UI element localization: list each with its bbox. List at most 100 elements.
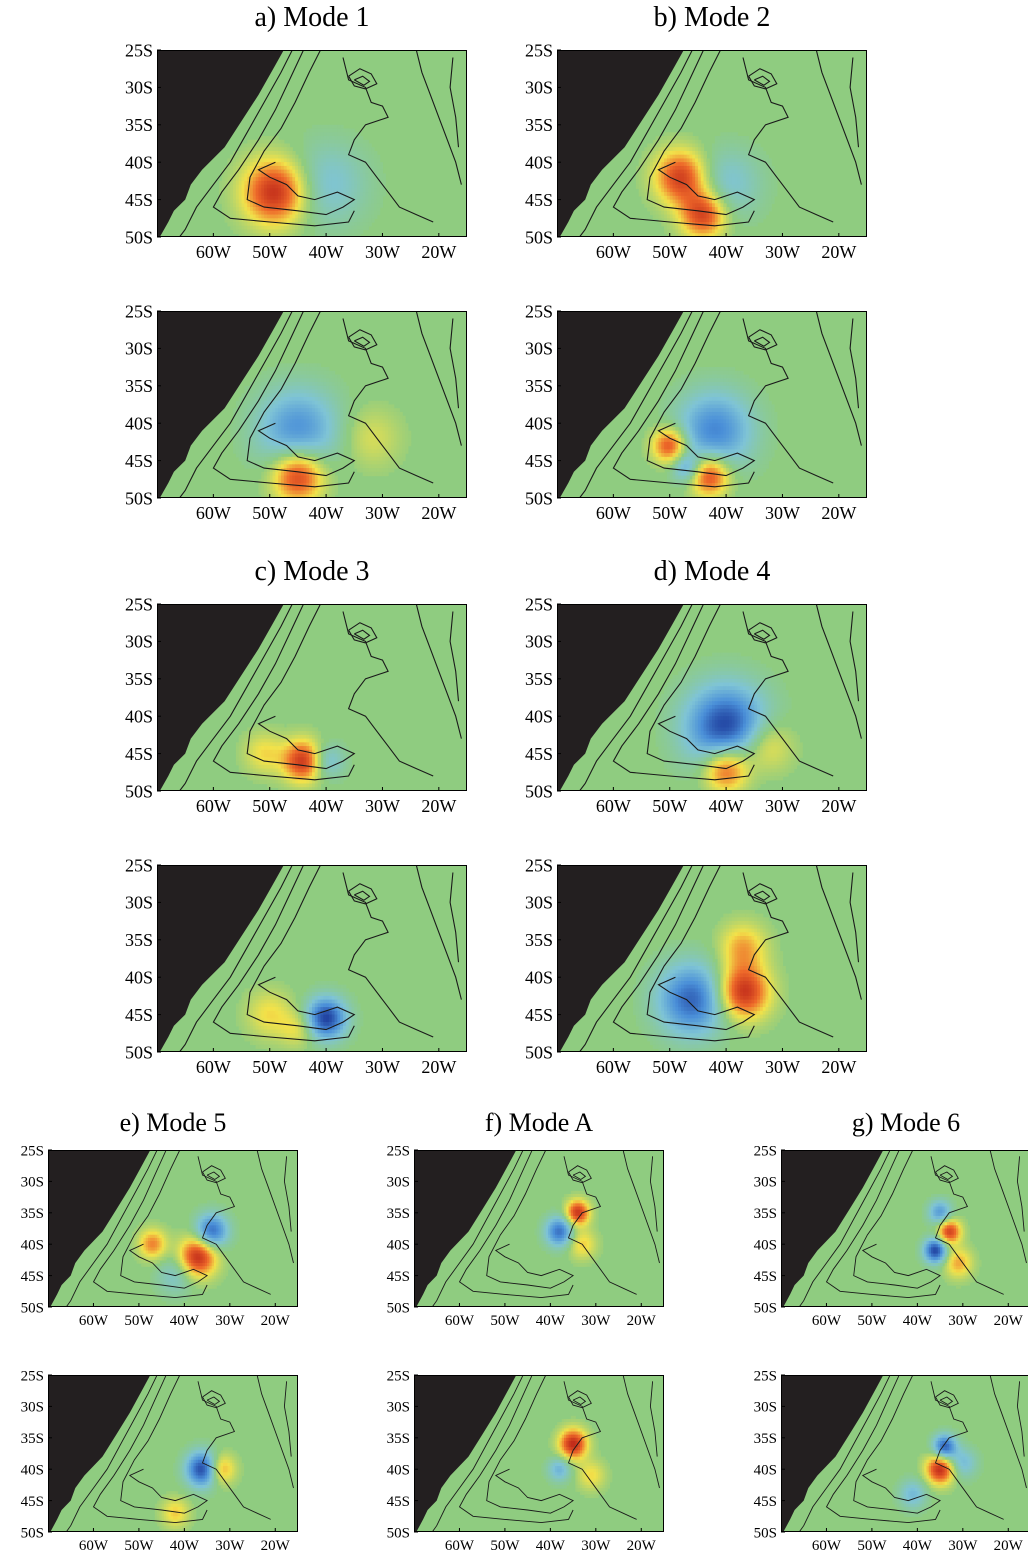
lat-tick-label: 35S — [525, 376, 553, 396]
lon-tick-label: 40W — [709, 796, 744, 816]
lat-tick-label: 30S — [125, 339, 153, 359]
lon-tick-label: 40W — [309, 503, 344, 523]
lon-tick-label: 20W — [627, 1538, 657, 1554]
lat-tick-label: 45S — [125, 190, 153, 210]
panel-title: f) Mode A — [414, 1108, 664, 1138]
lon-tick-label: 30W — [765, 796, 800, 816]
lat-tick-label: 30S — [387, 1400, 410, 1416]
lat-tick-label: 35S — [525, 930, 553, 950]
lat-tick-label: 50S — [387, 1525, 410, 1541]
lon-tick-label: 20W — [994, 1313, 1024, 1329]
lon-tick-label: 20W — [627, 1313, 657, 1329]
lon-tick-label: 20W — [821, 1057, 856, 1077]
lon-tick-label: 60W — [445, 1313, 475, 1329]
lat-tick-label: 30S — [525, 78, 553, 98]
panel-title: c) Mode 3 — [157, 556, 467, 588]
lon-tick-label: 40W — [903, 1538, 933, 1554]
lon-tick-label: 30W — [365, 503, 400, 523]
lat-tick-label: 50S — [21, 1300, 44, 1316]
lon-tick-label: 50W — [252, 1057, 287, 1077]
lon-tick-label: 60W — [196, 796, 231, 816]
lat-tick-label: 25S — [754, 1368, 777, 1384]
lat-tick-label: 45S — [754, 1494, 777, 1510]
lon-tick-label: 40W — [536, 1313, 566, 1329]
lat-tick-label: 45S — [525, 1005, 553, 1025]
lat-tick-label: 25S — [21, 1143, 44, 1159]
lon-tick-label: 40W — [709, 1057, 744, 1077]
lat-tick-label: 35S — [525, 115, 553, 135]
lon-tick-label: 60W — [196, 503, 231, 523]
lon-tick-label: 60W — [196, 242, 231, 262]
lon-tick-label: 50W — [652, 242, 687, 262]
lon-tick-label: 30W — [365, 242, 400, 262]
lat-tick-label: 40S — [125, 968, 153, 988]
lon-tick-label: 50W — [652, 503, 687, 523]
lon-tick-label: 60W — [196, 1057, 231, 1077]
panel-title: d) Mode 4 — [557, 556, 867, 588]
lat-tick-label: 30S — [754, 1400, 777, 1416]
lat-tick-label: 25S — [125, 855, 153, 875]
lon-tick-label: 50W — [652, 796, 687, 816]
lat-tick-label: 45S — [525, 190, 553, 210]
lon-tick-label: 40W — [309, 796, 344, 816]
panel-title: g) Mode 6 — [781, 1108, 1028, 1138]
lat-tick-label: 45S — [125, 1005, 153, 1025]
panel-title: b) Mode 2 — [557, 2, 867, 34]
lon-tick-label: 50W — [252, 242, 287, 262]
lon-tick-label: 50W — [124, 1313, 154, 1329]
lat-tick-label: 35S — [387, 1431, 410, 1447]
lon-tick-label: 20W — [261, 1538, 291, 1554]
lon-tick-label: 30W — [765, 1057, 800, 1077]
lat-tick-label: 25S — [525, 855, 553, 875]
lat-tick-label: 35S — [387, 1206, 410, 1222]
lon-tick-label: 40W — [709, 242, 744, 262]
lon-tick-label: 30W — [365, 1057, 400, 1077]
lon-tick-label: 40W — [170, 1538, 200, 1554]
lon-tick-label: 40W — [903, 1313, 933, 1329]
lat-tick-label: 50S — [125, 781, 153, 801]
lat-tick-label: 45S — [525, 744, 553, 764]
panel-title: a) Mode 1 — [157, 2, 467, 34]
lon-tick-label: 60W — [445, 1538, 475, 1554]
lat-tick-label: 50S — [754, 1300, 777, 1316]
panel-title: e) Mode 5 — [48, 1108, 298, 1138]
lat-tick-label: 45S — [525, 451, 553, 471]
lat-tick-label: 30S — [754, 1175, 777, 1191]
lon-tick-label: 60W — [596, 796, 631, 816]
lon-tick-label: 20W — [421, 796, 456, 816]
lat-tick-label: 30S — [525, 632, 553, 652]
lon-tick-label: 30W — [581, 1313, 611, 1329]
lon-tick-label: 30W — [215, 1313, 245, 1329]
lat-tick-label: 30S — [525, 339, 553, 359]
lat-tick-label: 25S — [387, 1368, 410, 1384]
lon-tick-label: 50W — [490, 1313, 520, 1329]
lon-tick-label: 60W — [812, 1313, 842, 1329]
lat-tick-label: 50S — [754, 1525, 777, 1541]
lat-tick-label: 30S — [525, 893, 553, 913]
lat-tick-label: 45S — [387, 1269, 410, 1285]
lat-tick-label: 35S — [754, 1431, 777, 1447]
lat-tick-label: 50S — [387, 1300, 410, 1316]
lon-tick-label: 50W — [490, 1538, 520, 1554]
lon-tick-label: 30W — [765, 242, 800, 262]
lon-tick-label: 50W — [652, 1057, 687, 1077]
lat-tick-label: 50S — [525, 781, 553, 801]
lat-tick-label: 50S — [21, 1525, 44, 1541]
